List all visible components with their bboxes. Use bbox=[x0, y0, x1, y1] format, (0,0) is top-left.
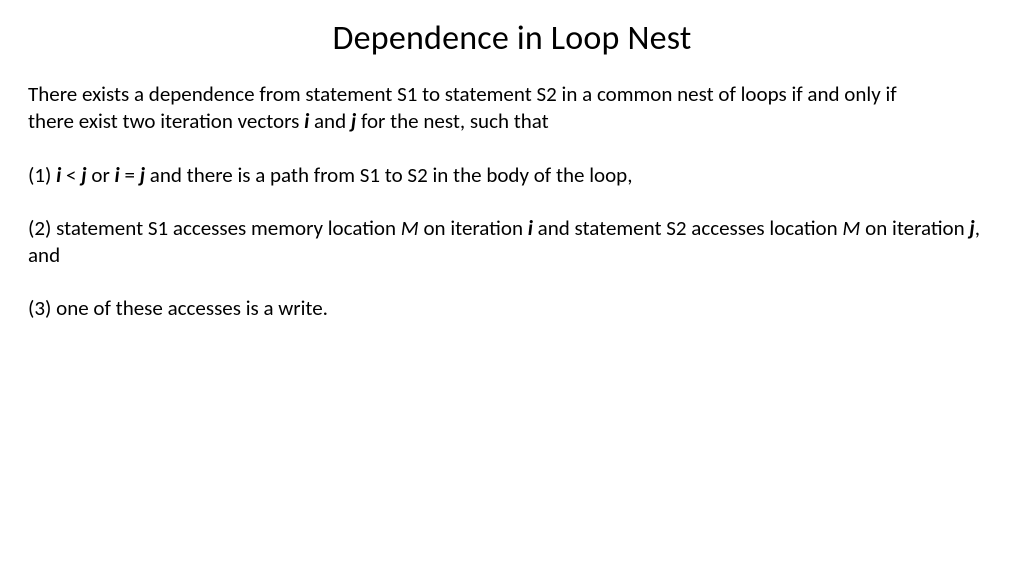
c3-text: (3) one of these accesses is a write. bbox=[28, 295, 328, 321]
intro-line-2b: and bbox=[309, 108, 351, 134]
c2-prefix: (2) statement S1 accesses memory locatio… bbox=[28, 215, 401, 241]
c2-M-1: M bbox=[401, 215, 419, 241]
slide: Dependence in Loop Nest There exists a d… bbox=[0, 0, 1024, 576]
intro-line-2a: there exist two iteration vectors bbox=[28, 108, 304, 134]
c1-rest: and there is a path from S1 to S2 in the… bbox=[145, 162, 632, 188]
intro-line-2c: for the nest, such that bbox=[356, 108, 548, 134]
condition-3: (3) one of these accesses is a write. bbox=[28, 295, 996, 322]
c2-on2: on iteration bbox=[860, 215, 969, 241]
c1-prefix: (1) bbox=[28, 162, 56, 188]
slide-body: There exists a dependence from statement… bbox=[28, 81, 996, 323]
c1-lt: < bbox=[61, 162, 81, 188]
condition-2: (2) statement S1 accesses memory locatio… bbox=[28, 215, 996, 270]
c1-or: or bbox=[87, 162, 115, 188]
c2-M-2: M bbox=[842, 215, 860, 241]
c2-and: and statement S2 accesses location bbox=[533, 215, 843, 241]
slide-title: Dependence in Loop Nest bbox=[28, 18, 996, 59]
intro-paragraph: There exists a dependence from statement… bbox=[28, 81, 996, 136]
condition-1: (1) i < j or i = j and there is a path f… bbox=[28, 162, 996, 189]
c1-eq: = bbox=[120, 162, 140, 188]
intro-line-1: There exists a dependence from statement… bbox=[28, 81, 897, 107]
c2-on1: on iteration bbox=[419, 215, 528, 241]
